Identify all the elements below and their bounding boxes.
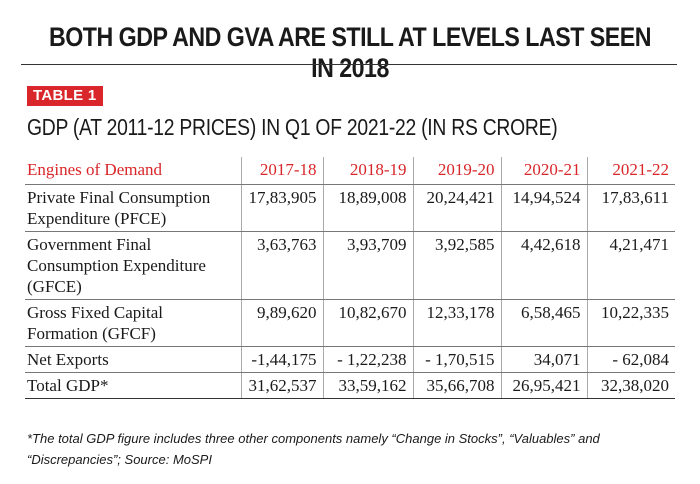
table-row-gfcf: Gross Fixed Capital Formation (GFCF) 9,8… [25, 299, 675, 347]
table-cell: 12,33,178 [412, 299, 501, 347]
table-row-gfce: Government Final Consumption Expenditure… [25, 231, 675, 300]
table-badge: TABLE 1 [27, 86, 103, 106]
table-cell: -1,44,175 [240, 346, 323, 373]
headline: BOTH GDP AND GVA ARE STILL AT LEVELS LAS… [49, 22, 651, 83]
column-header-2017-18: 2017-18 [240, 157, 323, 185]
table-cell: 17,83,611 [586, 184, 675, 232]
table-cell: 6,58,465 [500, 299, 587, 347]
table-cell: - 1,70,515 [412, 346, 501, 373]
table-cell: 17,83,905 [240, 184, 323, 232]
row-label: Private Final Consumption Expenditure (P… [25, 184, 241, 232]
table-cell: 31,62,537 [240, 372, 323, 399]
table-cell: 35,66,708 [412, 372, 501, 399]
column-header-2020-21: 2020-21 [500, 157, 587, 185]
table-cell: 3,63,763 [240, 231, 323, 300]
table-cell: 3,92,585 [412, 231, 501, 300]
row-label: Gross Fixed Capital Formation (GFCF) [25, 299, 241, 347]
table-row-pfce: Private Final Consumption Expenditure (P… [25, 184, 675, 232]
table-cell: 4,21,471 [586, 231, 675, 300]
row-label: Government Final Consumption Expenditure… [25, 231, 241, 300]
table-cell: 9,89,620 [240, 299, 323, 347]
table-row-total-gdp: Total GDP* 31,62,537 33,59,162 35,66,708… [25, 372, 675, 399]
table-cell: 4,42,618 [500, 231, 587, 300]
gdp-table: Engines of Demand 2017-18 2018-19 2019-2… [25, 157, 675, 399]
table-cell: 18,89,008 [322, 184, 413, 232]
column-header-2018-19: 2018-19 [322, 157, 413, 185]
row-label: Net Exports [25, 346, 241, 373]
headline-divider [21, 64, 677, 65]
table-cell: 33,59,162 [322, 372, 413, 399]
table-cell: 32,38,020 [586, 372, 675, 399]
table-cell: 26,95,421 [500, 372, 587, 399]
table-cell: 20,24,421 [412, 184, 501, 232]
table-subtitle: GDP (AT 2011-12 PRICES) IN Q1 OF 2021-22… [27, 114, 558, 140]
table-cell: - 62,084 [586, 346, 675, 373]
table-cell: 14,94,524 [500, 184, 587, 232]
column-header-2019-20: 2019-20 [412, 157, 501, 185]
footnote: *The total GDP figure includes three oth… [27, 431, 600, 467]
table-cell: - 1,22,238 [322, 346, 413, 373]
table-cell: 10,22,335 [586, 299, 675, 347]
row-label: Total GDP* [25, 372, 241, 399]
table-cell: 34,071 [500, 346, 587, 373]
table-cell: 10,82,670 [322, 299, 413, 347]
column-header-engines-of-demand: Engines of Demand [25, 157, 241, 185]
column-header-2021-22: 2021-22 [586, 157, 675, 185]
table-cell: 3,93,709 [322, 231, 413, 300]
table-row-net-exports: Net Exports -1,44,175 - 1,22,238 - 1,70,… [25, 346, 675, 373]
table-header-row: Engines of Demand 2017-18 2018-19 2019-2… [25, 157, 675, 185]
